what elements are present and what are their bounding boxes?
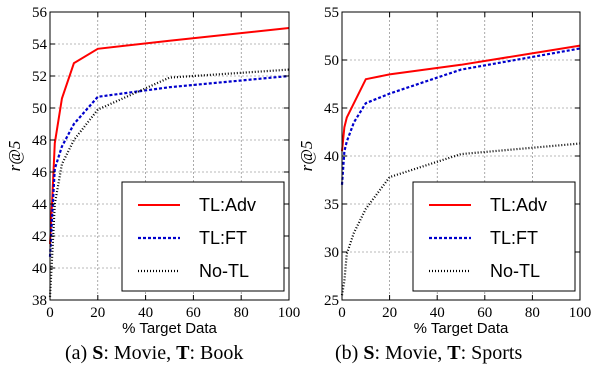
series-line-tl-adv: [49, 27, 290, 245]
x-tick-label: 40: [138, 305, 153, 321]
legend-label: TL:FT: [490, 228, 538, 248]
x-tick-label: 20: [382, 305, 397, 321]
legend-box: [121, 181, 285, 292]
y-axis-label: r@5: [297, 141, 316, 172]
x-tick-label: 60: [186, 305, 201, 321]
y-tick-label: 38: [32, 293, 47, 309]
y-tick-label: 35: [324, 197, 339, 213]
series-line-tl-ft: [48, 74, 290, 257]
series-line-no-tl: [48, 68, 290, 297]
x-tick-label: 0: [46, 305, 54, 321]
y-tick-label: 54: [32, 37, 48, 53]
series-line-tl-ft: [340, 47, 581, 185]
caption-tag: (b): [335, 342, 359, 364]
y-tick-label: 40: [32, 261, 47, 277]
chart-panel-0: 0 20 40 60 80 100 38 40 42 44 46 48 50 52 54 56 % Target…: [5, 5, 300, 337]
caption-b: (b) S: Movie, T: Sports: [335, 342, 522, 365]
x-tick-label: 80: [234, 305, 249, 321]
x-axis-label: % Target Data: [414, 320, 509, 337]
legend-label: No-TL: [199, 261, 249, 281]
caption-target-value: : Book: [189, 342, 244, 364]
plot-frame: [49, 11, 290, 301]
y-tick-label: 56: [32, 5, 48, 21]
x-tick-label: 80: [525, 305, 540, 321]
x-tick-label: 100: [278, 305, 301, 321]
y-tick-label: 44: [32, 197, 48, 213]
caption-a: (a) S: Movie, T: Book: [65, 342, 243, 365]
y-tick-label: 40: [324, 149, 339, 165]
y-tick-label: 46: [32, 165, 48, 181]
y-tick-label: 55: [324, 5, 339, 21]
caption-target-label: T: [176, 342, 190, 364]
caption-tag: (a): [65, 342, 88, 364]
legend-label: TL:FT: [199, 228, 247, 248]
y-tick-label: 42: [32, 229, 47, 245]
caption-target-value: : Sports: [460, 342, 523, 364]
legend-box: [412, 181, 576, 292]
y-tick-label: 50: [32, 101, 47, 117]
x-tick-label: 60: [477, 305, 492, 321]
caption-source-label: S: [92, 342, 104, 364]
y-tick-label: 30: [324, 245, 339, 261]
x-tick-label: 100: [569, 305, 592, 321]
series-line-no-tl: [340, 142, 581, 296]
x-tick-label: 20: [90, 305, 105, 321]
caption-source-label: S: [363, 342, 375, 364]
x-axis-label: % Target Data: [122, 320, 217, 337]
legend-label: TL:Adv: [199, 195, 256, 215]
caption-target-label: T: [447, 342, 461, 364]
legend-label: TL:Adv: [490, 195, 547, 215]
series-line-tl-adv: [341, 44, 581, 152]
y-axis-label: r@5: [5, 141, 24, 172]
caption-source-value: : Movie,: [103, 342, 172, 364]
chart-panel-1: 0 20 40 60 80 100 25 30 35 40 45 50 55 % Target Data r…: [297, 5, 591, 337]
y-tick-label: 25: [324, 293, 339, 309]
y-tick-label: 45: [324, 101, 339, 117]
x-tick-label: 0: [338, 305, 346, 321]
y-tick-label: 48: [32, 133, 47, 149]
y-tick-label: 50: [324, 53, 339, 69]
caption-source-value: : Movie,: [374, 342, 443, 364]
y-tick-label: 52: [32, 69, 47, 85]
x-tick-label: 40: [430, 305, 445, 321]
legend-label: No-TL: [490, 261, 540, 281]
